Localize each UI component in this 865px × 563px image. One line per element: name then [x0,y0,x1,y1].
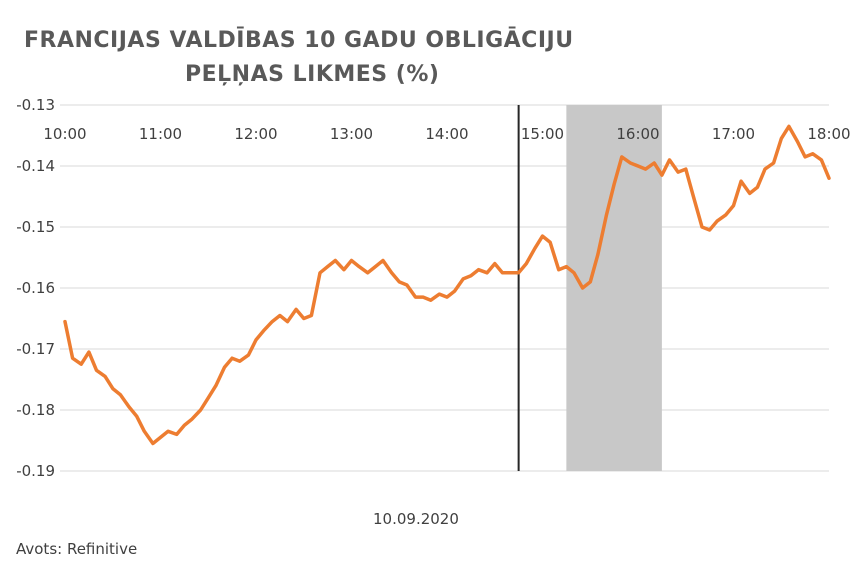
x-axis-label: 10.09.2020 [373,510,459,528]
grid-lines [60,104,829,472]
series-line-0 [63,124,831,446]
chart-title-line-1: FRANCIJAS VALDĪBAS 10 GADU OBLIGĀCIJU [24,28,574,53]
x-tick-label: 11:00 [139,125,182,143]
y-tick-label: -0.15 [16,218,55,236]
y-tick-label: -0.14 [16,157,55,175]
series-layer [63,124,831,446]
x-tick-label: 16:00 [616,125,659,143]
source-note: Avots: Refinitive [16,540,138,558]
x-tick-label: 10:00 [43,125,86,143]
y-tick-label: -0.13 [16,96,55,114]
y-tick-label: -0.18 [16,401,55,419]
x-tick-label: 13:00 [330,125,373,143]
x-tick-label: 18:00 [807,125,850,143]
y-tick-labels: -0.13 -0.14 -0.15 -0.16 -0.17 -0.18 -0.19 [16,96,55,480]
x-tick-label: 12:00 [234,125,277,143]
y-tick-label: -0.19 [16,462,55,480]
chart-title-line-2: PEĻŅAS LIKMES (%) [185,62,440,87]
x-tick-label: 17:00 [712,125,755,143]
x-tick-label: 15:00 [521,125,564,143]
x-tick-labels: 10:00 11:00 12:00 13:00 14:00 15:00 16:00 17:00… [43,125,850,143]
y-tick-label: -0.17 [16,340,55,358]
x-tick-label: 14:00 [425,125,468,143]
y-tick-label: -0.16 [16,279,55,297]
